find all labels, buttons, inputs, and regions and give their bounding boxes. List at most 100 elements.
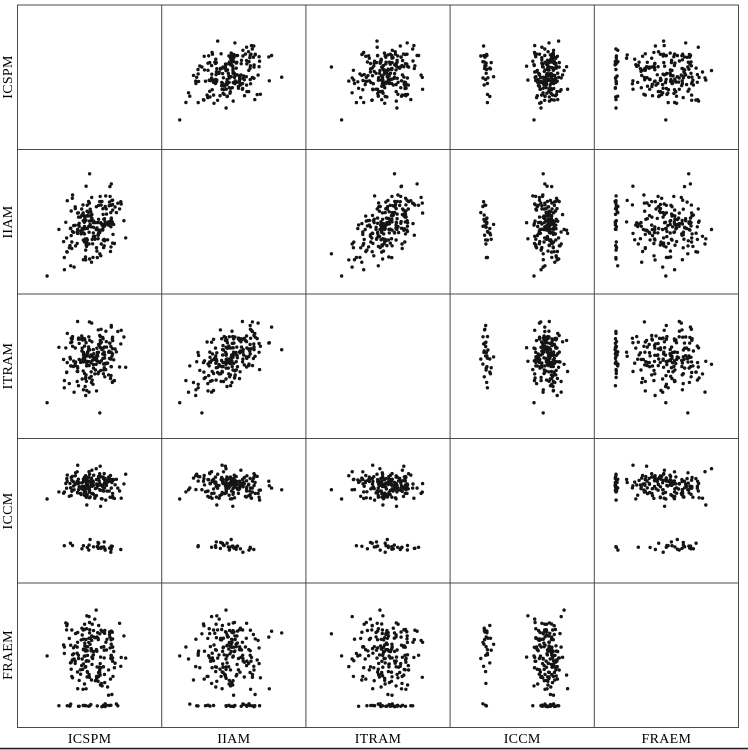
point xyxy=(108,194,112,199)
point xyxy=(202,54,206,58)
col-label-fraem: FRAEM xyxy=(641,732,692,747)
point xyxy=(374,60,379,65)
point xyxy=(250,490,255,494)
point xyxy=(64,220,68,224)
point xyxy=(221,481,225,486)
point xyxy=(102,656,106,660)
point xyxy=(364,648,368,652)
point xyxy=(677,335,681,339)
point xyxy=(553,337,558,341)
point xyxy=(235,629,240,633)
point xyxy=(91,225,96,229)
point xyxy=(220,337,224,341)
point xyxy=(104,640,108,644)
point xyxy=(98,346,103,350)
point xyxy=(390,194,394,199)
point xyxy=(689,360,694,364)
cell-itram-vs-iiam xyxy=(178,319,284,415)
point xyxy=(61,643,66,647)
point xyxy=(395,704,399,708)
point xyxy=(361,645,365,649)
point xyxy=(112,496,117,501)
point xyxy=(395,648,399,652)
point xyxy=(96,351,100,355)
point xyxy=(248,545,252,549)
point xyxy=(235,487,240,491)
point xyxy=(376,486,380,490)
point xyxy=(70,478,74,482)
point xyxy=(70,240,74,244)
point xyxy=(643,93,647,97)
point xyxy=(64,346,68,350)
point xyxy=(538,87,543,92)
point xyxy=(614,47,618,51)
point xyxy=(383,101,387,106)
point xyxy=(96,636,100,640)
point xyxy=(248,628,253,632)
point xyxy=(103,628,107,633)
point xyxy=(690,98,694,103)
point xyxy=(700,496,705,500)
point xyxy=(370,250,374,254)
point xyxy=(688,53,693,58)
point xyxy=(65,622,69,626)
point xyxy=(694,66,698,70)
point xyxy=(643,78,647,82)
point xyxy=(231,64,235,68)
point xyxy=(215,628,220,632)
point xyxy=(85,503,89,507)
point xyxy=(94,493,99,498)
point xyxy=(184,378,188,383)
point xyxy=(94,354,99,359)
point xyxy=(625,198,629,203)
point xyxy=(387,702,391,707)
point xyxy=(370,628,374,632)
point xyxy=(210,352,215,356)
point xyxy=(237,648,242,652)
cell-iiam-vs-icspm xyxy=(45,172,128,278)
point xyxy=(70,658,75,662)
point xyxy=(557,60,561,65)
point xyxy=(412,655,416,660)
point xyxy=(689,327,694,331)
point xyxy=(643,246,647,250)
point xyxy=(375,87,380,92)
point xyxy=(112,222,116,227)
point xyxy=(538,101,542,106)
point xyxy=(219,358,224,363)
point xyxy=(488,372,493,376)
point xyxy=(541,86,545,91)
point xyxy=(665,362,669,367)
point xyxy=(375,216,380,220)
point xyxy=(399,86,403,90)
point xyxy=(552,98,556,102)
point xyxy=(688,216,693,220)
point xyxy=(269,325,274,329)
point xyxy=(250,329,254,334)
point xyxy=(241,550,245,554)
point xyxy=(250,675,255,679)
point xyxy=(57,490,61,494)
point xyxy=(206,389,210,393)
point xyxy=(551,220,556,224)
point xyxy=(650,364,655,368)
point xyxy=(681,76,686,80)
point xyxy=(103,224,107,228)
point xyxy=(674,101,679,106)
point xyxy=(241,54,245,58)
point xyxy=(380,217,385,221)
point xyxy=(411,47,415,51)
point xyxy=(71,364,76,369)
point xyxy=(399,635,403,639)
point xyxy=(656,81,660,86)
point xyxy=(215,614,219,618)
point xyxy=(642,344,646,348)
point xyxy=(645,76,649,80)
point xyxy=(196,704,200,708)
point xyxy=(524,64,529,68)
point xyxy=(364,219,368,223)
point xyxy=(557,668,561,672)
point xyxy=(255,336,259,341)
point xyxy=(703,242,707,246)
point xyxy=(101,489,106,493)
